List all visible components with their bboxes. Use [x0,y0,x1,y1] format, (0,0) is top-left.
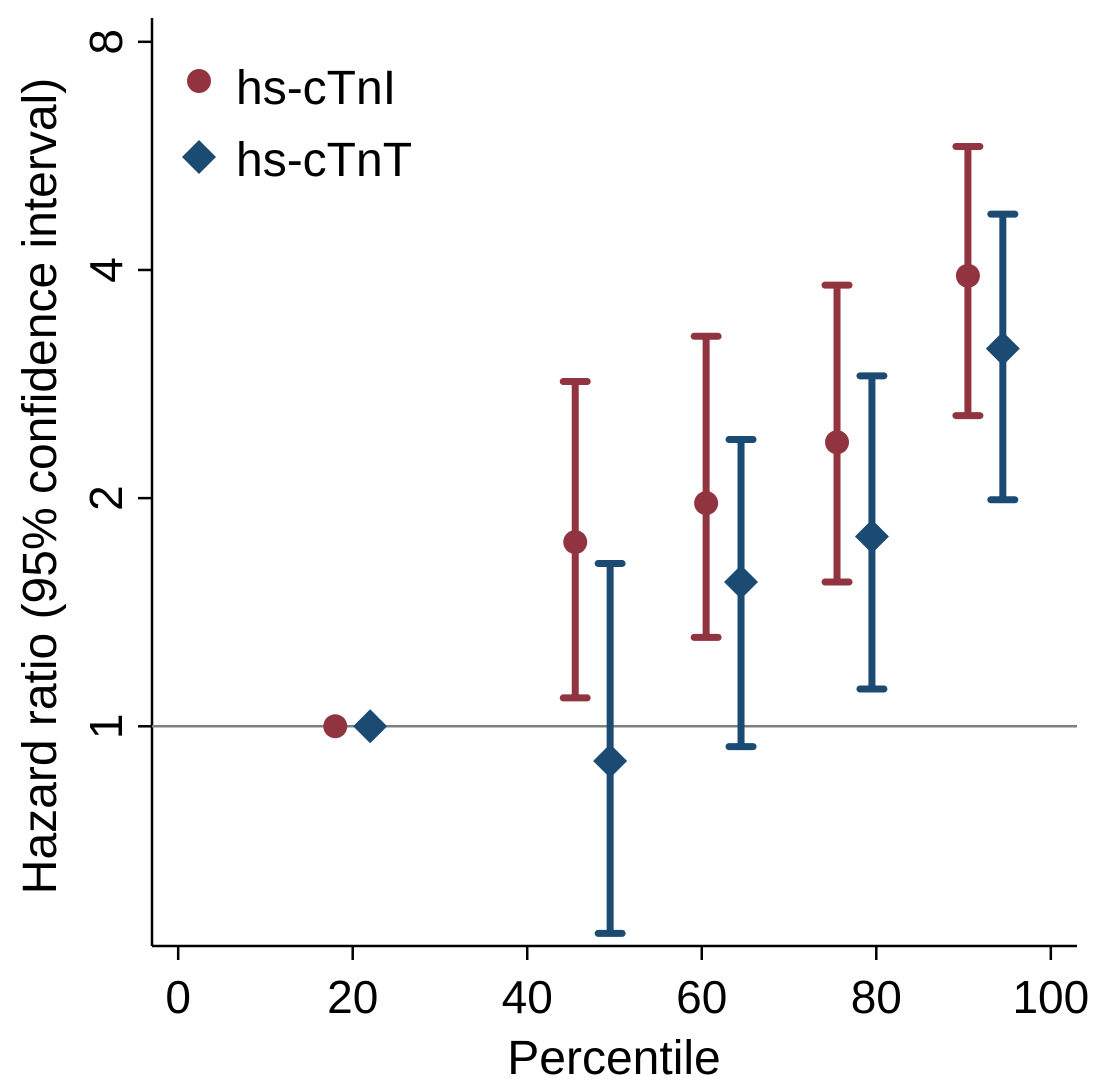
point-marker-circle [955,263,980,288]
x-tick-label: 20 [327,971,378,1023]
plot-area: 1 2 4 8 0 20 40 60 80 100 [80,18,1089,1023]
x-tick-label: 100 [1012,971,1089,1023]
y-axis-title: Hazard ratio (95% confidence interval) [14,78,67,894]
series-hs-ctnt [353,210,1020,937]
point-marker-diamond [353,709,388,744]
y-tick-label: 1 [80,713,132,739]
point-marker-circle [323,714,348,739]
legend-label-hs-ctnt: hs-cTnT [236,134,412,187]
y-tick-label: 4 [80,257,132,283]
y-tick-label: 8 [80,29,132,55]
series-layer [323,143,1020,937]
x-tick-label: 0 [165,971,191,1023]
x-ticks: 0 20 40 60 80 100 [165,946,1089,1023]
legend-marker-circle [187,69,211,93]
point-marker-diamond [724,565,759,600]
legend-label-hs-ctni: hs-cTnI [236,62,396,115]
point-marker-diamond [593,743,628,778]
point-marker-circle [563,530,588,555]
point-marker-diamond [985,331,1020,366]
point-marker-circle [694,491,719,516]
y-ticks: 1 2 4 8 [80,29,152,739]
series-hs-ctni [323,143,984,739]
legend-marker-diamond [182,140,216,174]
legend: hs-cTnI hs-cTnT [182,62,412,187]
x-tick-label: 40 [502,971,553,1023]
x-tick-label: 60 [676,971,727,1023]
point-marker-circle [825,430,850,455]
x-axis-title: Percentile [507,1032,720,1082]
point-marker-diamond [854,519,889,554]
x-tick-label: 80 [851,971,902,1023]
y-tick-label: 2 [80,485,132,511]
